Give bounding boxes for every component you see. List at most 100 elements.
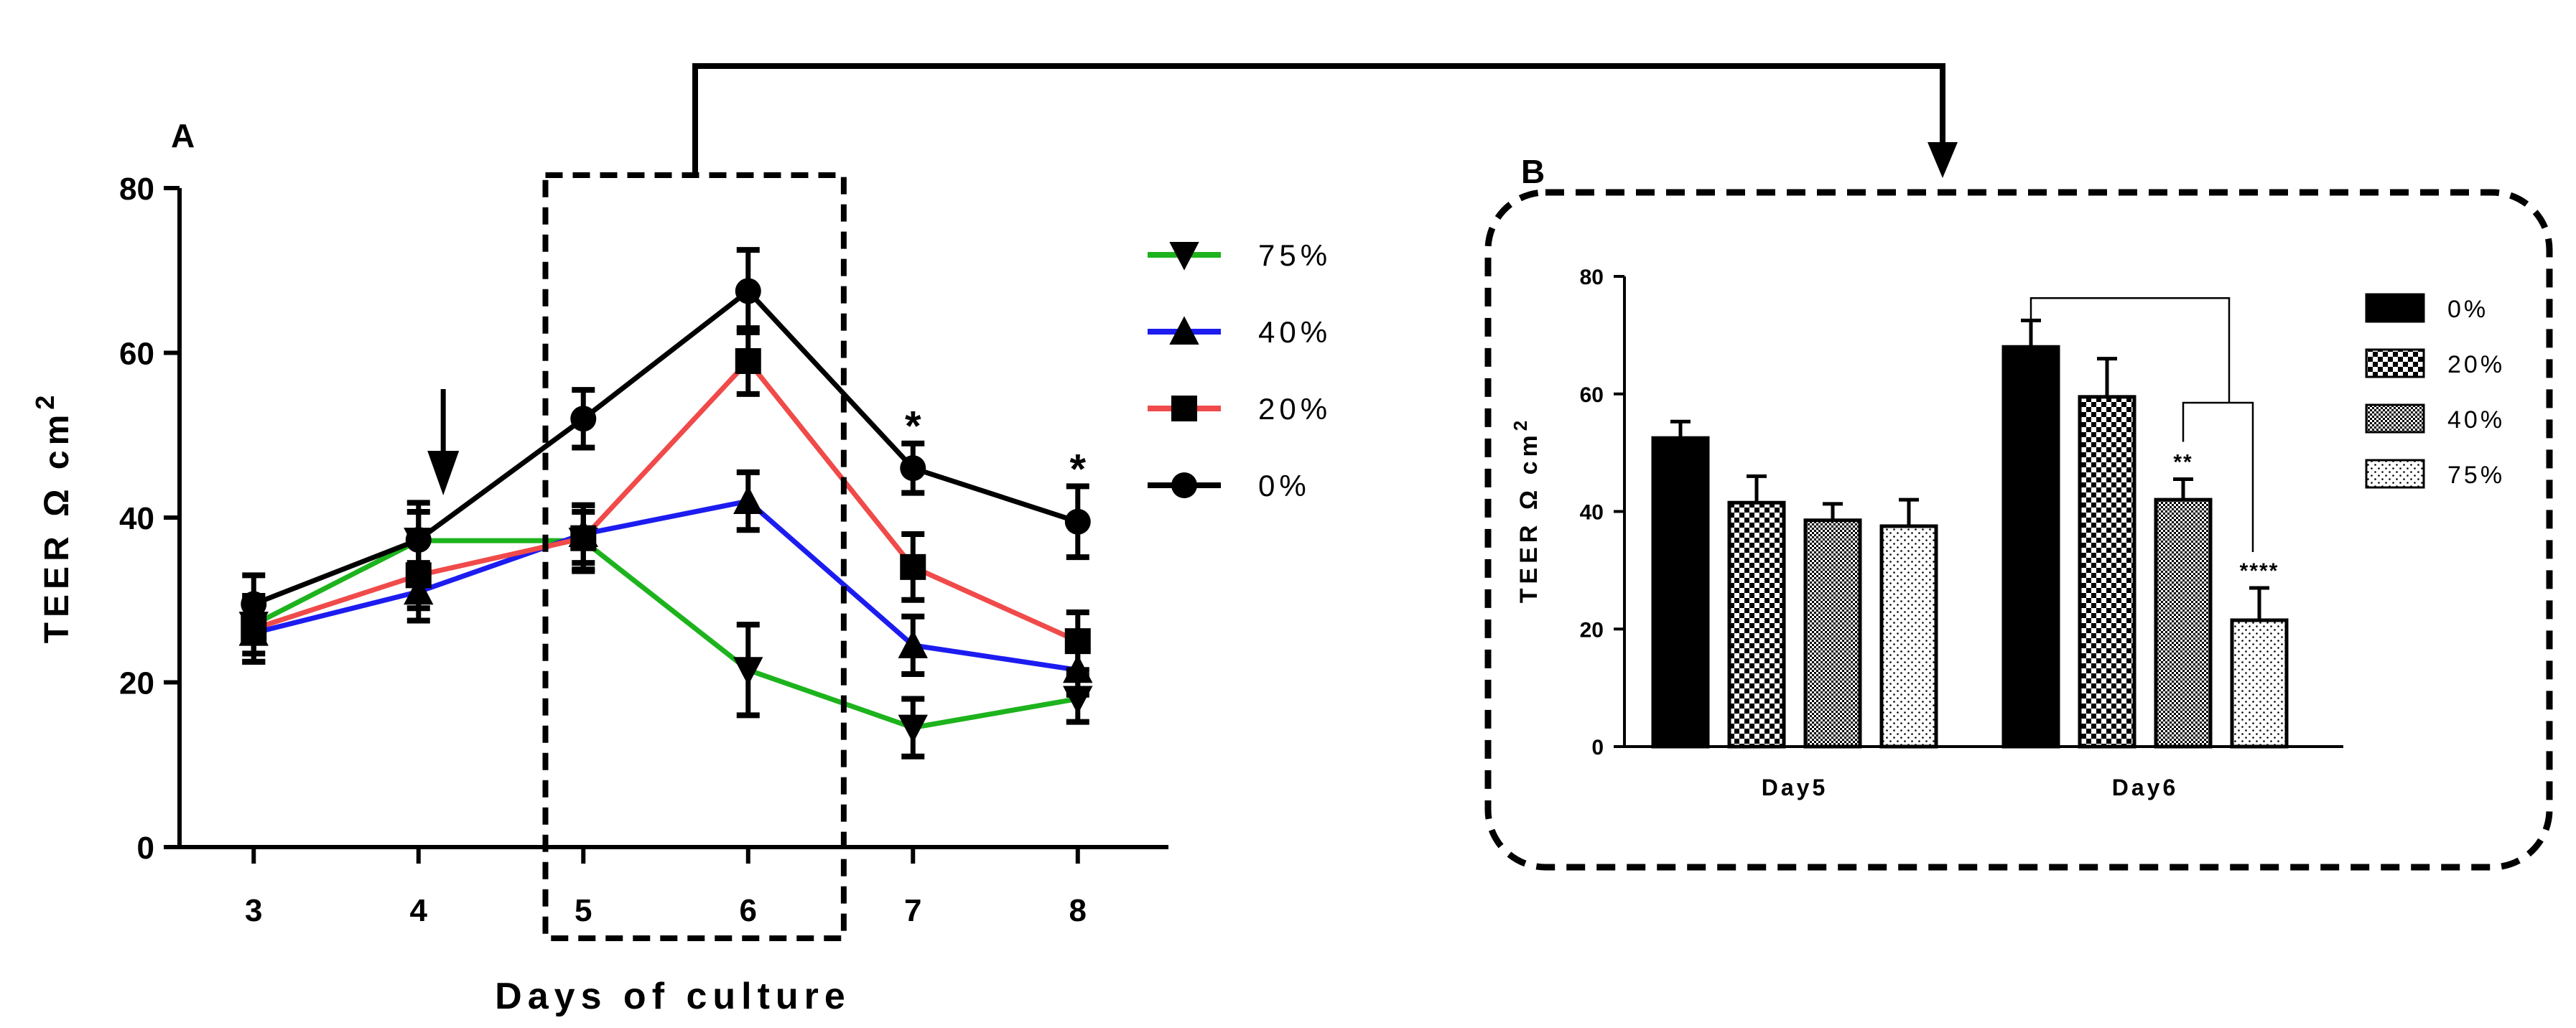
- significance-label: ****: [2240, 559, 2279, 583]
- point-20pct: [1064, 628, 1091, 655]
- panel-b-y-label-main: TEER Ω cm: [1515, 431, 1543, 603]
- panel-b-y-tick-label: 40: [1580, 501, 1604, 525]
- point-40pct: [733, 485, 763, 515]
- bar-group-Day6-75pct: [2230, 586, 2289, 749]
- panel-a-x-tick-label: 6: [740, 893, 757, 928]
- legend-item-b-75pct: 75%: [2365, 459, 2505, 489]
- point-0pct: [900, 455, 926, 482]
- panel-b-dashed-frame: [1484, 189, 2553, 871]
- bar-group-Day5-0pct: [1651, 419, 1710, 749]
- panel-a: A 0 20 40 60 80 3 4 5 6 7 8 TEER Ω cm2 Days of cu…: [30, 117, 1331, 1017]
- panel-a-x-tick-label: 7: [904, 893, 921, 928]
- legend-label: 20%: [1258, 392, 1331, 426]
- legend-marker: [1169, 242, 1199, 271]
- legend-label: 40%: [2447, 406, 2505, 434]
- point-0pct: [1064, 508, 1091, 535]
- panel-a-x-tick-label: 4: [410, 893, 428, 928]
- bar-Day5-0pct: [1651, 436, 1710, 749]
- point-0pct: [570, 406, 597, 432]
- panel-a-legend: 75% 40% 20% 0%: [1148, 238, 1331, 503]
- panel-a-x-label: Days of culture: [495, 976, 851, 1017]
- series-75pct: [238, 508, 1093, 760]
- category-label: Day6: [2112, 775, 2179, 800]
- legend-item-75pct: 75%: [1148, 238, 1331, 272]
- bar-group-Day6-0pct: [2001, 318, 2060, 749]
- significance-star: *: [905, 403, 921, 450]
- point-0pct: [735, 278, 761, 304]
- panel-b-legend: 0% 20% 40% 75%: [2365, 293, 2505, 489]
- panel-a-y-axis: 0 20 40 60 80: [119, 172, 182, 866]
- panel-b-y-tick-label: 60: [1580, 383, 1604, 407]
- panel-a-label: A: [171, 117, 195, 154]
- panel-b-y-label-sup: 2: [1510, 416, 1531, 431]
- point-20pct: [900, 553, 926, 580]
- panel-b-y-label: TEER Ω cm2: [1510, 416, 1543, 603]
- legend-item-40pct: 40%: [1148, 315, 1331, 349]
- legend-label: 40%: [1258, 315, 1331, 349]
- series-40pct: [238, 469, 1093, 698]
- legend-item-b-20pct: 20%: [2365, 348, 2505, 378]
- panel-b-y-axis: 0 20 40 60 80: [1580, 266, 1626, 760]
- panel-b-y-tick-label: 0: [1591, 736, 1604, 760]
- bar-Day5-40pct: [1803, 518, 1862, 749]
- panel-a-x-tick-label: 5: [575, 893, 592, 928]
- legend-marker: [1169, 316, 1199, 345]
- panel-a-y-tick-label: 20: [119, 666, 154, 701]
- line-20pct: [253, 358, 1079, 644]
- legend-label: 75%: [2447, 462, 2505, 489]
- connector-arrow: [692, 63, 1958, 178]
- point-0pct: [241, 591, 267, 617]
- panel-a-y-tick-label: 0: [137, 831, 154, 866]
- panel-a-x-tick-label: 8: [1069, 893, 1087, 928]
- legend-swatch: [2365, 403, 2425, 434]
- bracket-0-vs-group: [2029, 297, 2231, 403]
- legend-item-20pct: 20%: [1148, 392, 1331, 426]
- bar-group-Day5-20pct: [1727, 474, 1786, 749]
- panel-b-label: B: [1521, 153, 1545, 190]
- bar-Day5-20pct: [1727, 500, 1786, 749]
- legend-label: 20%: [2447, 351, 2505, 378]
- panel-a-y-tick-label: 60: [119, 337, 154, 372]
- category-label: Day5: [1762, 775, 1828, 800]
- point-75pct: [733, 657, 763, 686]
- legend-label: 0%: [1258, 469, 1311, 503]
- significance-label: **: [2173, 450, 2193, 474]
- bracket-40-vs-75: [2182, 401, 2254, 552]
- line-40pct: [253, 498, 1079, 673]
- bar-Day5-75pct: [1879, 524, 1938, 749]
- bar-group-Day6-20pct: [2078, 357, 2136, 749]
- panel-b-y-tick-label: 20: [1580, 618, 1604, 642]
- panel-a-x-axis: 3 4 5 6 7 8: [177, 845, 1168, 928]
- panel-b-x-axis: Day5 Day6: [1624, 745, 2343, 800]
- point-75pct: [898, 714, 928, 744]
- series-20pct: [241, 325, 1091, 673]
- line-75pct: [252, 538, 1079, 731]
- bar-group-Day5-75pct: [1879, 497, 1938, 749]
- line-0pct: [253, 288, 1079, 607]
- legend-marker: [1171, 396, 1197, 421]
- panel-a-y-label: TEER Ω cm2: [30, 391, 76, 644]
- legend-swatch: [2365, 459, 2425, 489]
- day4-arrow: [427, 389, 460, 495]
- legend-marker: [1171, 472, 1197, 498]
- point-20pct: [735, 347, 761, 374]
- point-40pct: [898, 630, 928, 658]
- panel-a-y-label-main: TEER Ω cm: [38, 410, 76, 644]
- bar-Day6-20pct: [2078, 395, 2136, 749]
- panel-b-y-tick-label: 80: [1580, 266, 1604, 289]
- bar-Day6-75pct: [2230, 618, 2289, 749]
- bar-Day6-40pct: [2154, 497, 2213, 749]
- point-20pct: [570, 525, 597, 551]
- panel-a-x-tick-label: 3: [245, 893, 262, 928]
- bar-Day6-0pct: [2001, 345, 2060, 749]
- panel-a-y-label-sup: 2: [30, 391, 60, 410]
- legend-item-b-40pct: 40%: [2365, 403, 2505, 434]
- bar-group-Day5-40pct: [1803, 502, 1862, 749]
- legend-item-0pct: 0%: [1148, 469, 1311, 503]
- panel-a-y-tick-label: 40: [119, 501, 154, 536]
- highlight-box: [542, 172, 847, 941]
- bar-group-Day6-40pct: [2154, 477, 2213, 749]
- legend-label: 75%: [1258, 238, 1331, 272]
